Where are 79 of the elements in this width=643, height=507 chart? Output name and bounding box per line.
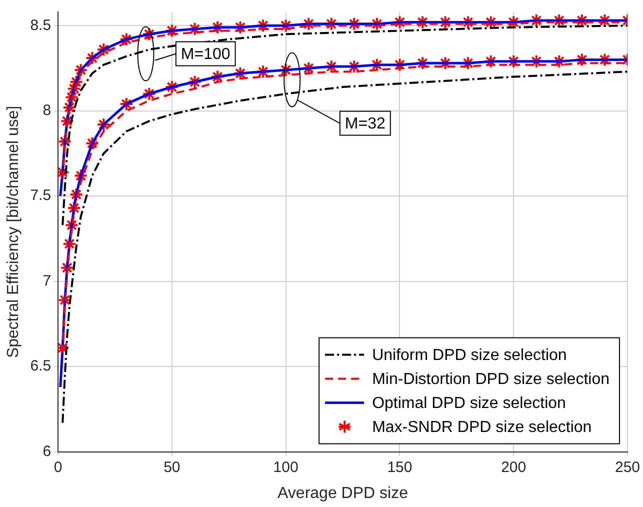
- point: [66, 82, 81, 96]
- annotation: M=100: [180, 46, 230, 64]
- point: [85, 136, 100, 150]
- point: [438, 56, 452, 70]
- legend-label: Optimal DPD size selection: [372, 395, 566, 412]
- point: [506, 15, 521, 30]
- point: [96, 118, 111, 132]
- point: [69, 187, 84, 202]
- x-tick-label: 50: [164, 458, 180, 476]
- point: [392, 15, 407, 30]
- point: [64, 90, 79, 104]
- legend-label: Uniform DPD size selection: [372, 347, 567, 364]
- y-tick-label: 7: [42, 272, 52, 290]
- point: [370, 58, 384, 72]
- point: [119, 97, 134, 112]
- x-tick-label: 0: [54, 458, 62, 476]
- point: [506, 54, 521, 68]
- x-tick-label: 250: [614, 458, 640, 476]
- y-tick-label: 6: [42, 442, 52, 460]
- point: [60, 114, 74, 128]
- point: [210, 70, 224, 84]
- y-tick-label: 6.5: [30, 358, 52, 375]
- point: [142, 27, 156, 42]
- point: [415, 56, 430, 70]
- point: [598, 52, 612, 67]
- point: [598, 14, 612, 28]
- point: [58, 134, 72, 149]
- point: [96, 42, 111, 57]
- point: [74, 62, 88, 77]
- point: [302, 61, 316, 76]
- point: [66, 201, 81, 216]
- x-axis-title: Average DPD size: [278, 484, 408, 502]
- point: [256, 64, 270, 79]
- legend-label: Min-Distortion DPD size selection: [372, 371, 610, 388]
- point: [324, 60, 338, 74]
- y-axis-title: Spectral Efficiency [bit/channel use]: [5, 106, 22, 358]
- point: [529, 14, 544, 28]
- point: [74, 168, 88, 183]
- x-tick-label: 150: [387, 458, 412, 476]
- point: [188, 22, 202, 36]
- point: [484, 54, 498, 68]
- point: [62, 236, 76, 251]
- point: [62, 100, 76, 114]
- point: [347, 60, 362, 74]
- point: [64, 218, 79, 232]
- point: [552, 54, 566, 68]
- point: [188, 74, 202, 89]
- point: [278, 18, 293, 33]
- point: [60, 260, 74, 275]
- point: [392, 58, 407, 72]
- point: [256, 18, 270, 33]
- point: [278, 62, 293, 77]
- x-tick-label: 200: [501, 458, 526, 476]
- point: [370, 16, 384, 31]
- point: [461, 56, 476, 70]
- legend-label: Max-SNDR DPD size selection: [372, 419, 592, 436]
- line-series: [62, 24, 628, 226]
- point: [69, 74, 84, 89]
- point: [347, 16, 362, 31]
- point: [119, 32, 134, 46]
- point: [324, 16, 338, 31]
- point: [164, 24, 179, 38]
- point: [58, 293, 72, 308]
- y-tick-label: 8.5: [30, 16, 52, 34]
- point: [529, 54, 544, 68]
- point: [164, 80, 179, 94]
- point: [574, 52, 589, 67]
- point: [85, 51, 100, 66]
- point: [302, 16, 316, 31]
- point: [233, 66, 248, 80]
- point: [142, 86, 156, 101]
- point: [210, 20, 224, 34]
- y-tick-label: 8: [42, 102, 52, 120]
- point: [233, 20, 248, 34]
- point: [484, 15, 498, 30]
- point: [438, 15, 452, 30]
- x-tick-label: 100: [273, 458, 298, 476]
- y-tick-label: 7.5: [30, 187, 52, 204]
- annotation: M=32: [344, 116, 386, 133]
